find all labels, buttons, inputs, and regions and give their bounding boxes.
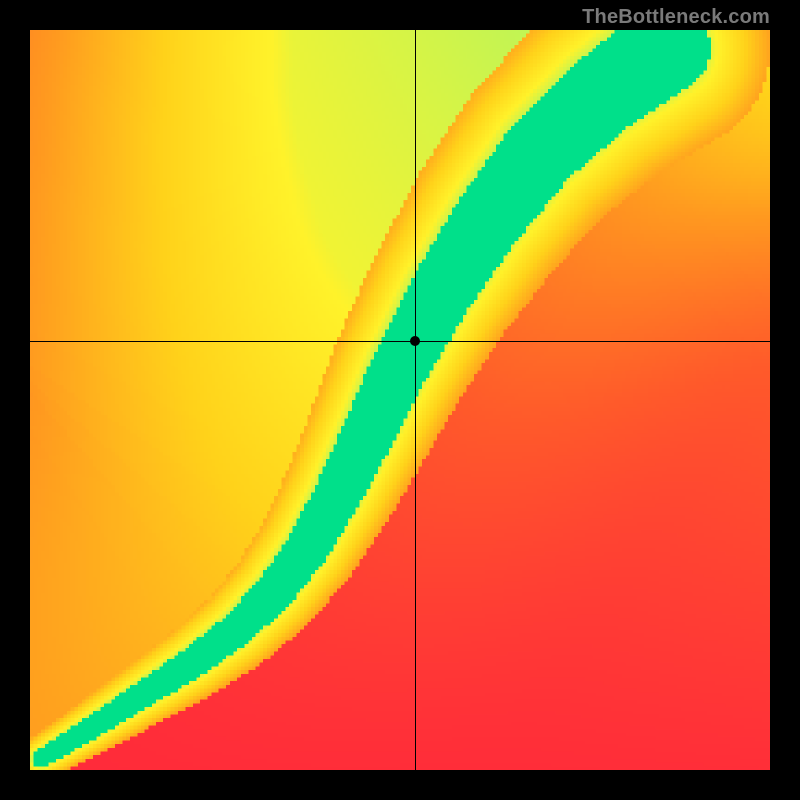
crosshair-marker: [410, 336, 420, 346]
crosshair-vertical-line: [415, 30, 416, 770]
crosshair-horizontal-line: [30, 341, 770, 342]
plot-area: [30, 30, 770, 770]
watermark-label: TheBottleneck.com: [582, 6, 770, 29]
chart-frame: TheBottleneck.com: [0, 0, 800, 800]
bottleneck-heatmap: [30, 30, 770, 770]
